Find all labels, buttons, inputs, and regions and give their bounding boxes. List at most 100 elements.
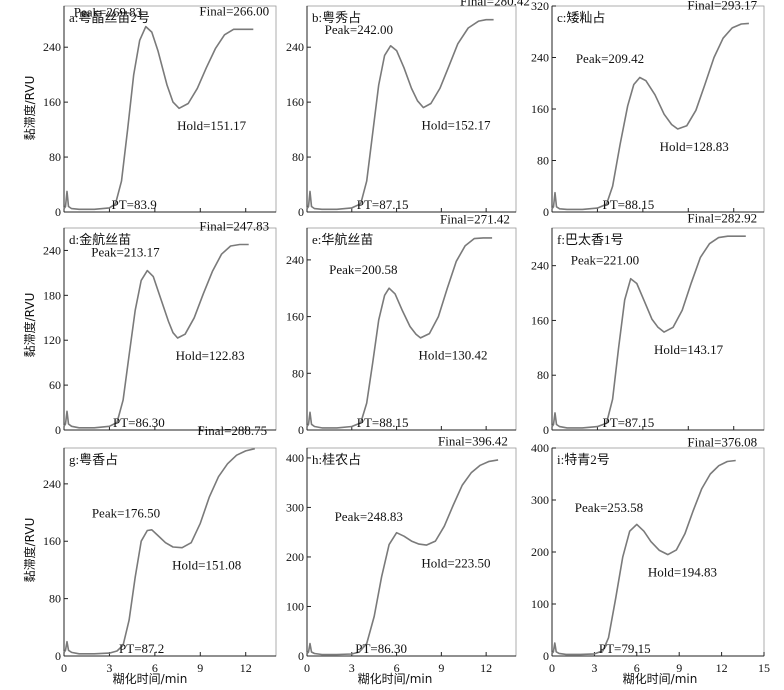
y-tick-label: 320 [531, 0, 549, 13]
y-tick-label: 80 [537, 154, 549, 168]
y-axis-label-row-1: 黏滞度/RVU [22, 76, 37, 141]
y-tick-label: 100 [531, 597, 549, 611]
panel-frame [551, 5, 765, 213]
y-tick-label: 0 [55, 649, 61, 663]
panel-title: h:桂农占 [312, 452, 361, 467]
pt-label: PT=88.15 [357, 415, 409, 430]
hold-label: Hold=151.17 [177, 118, 247, 133]
peak-label: Peak=253.58 [575, 500, 643, 515]
hold-label: Hold=152.17 [421, 118, 491, 133]
y-tick-label: 240 [531, 51, 549, 65]
y-tick-label: 80 [292, 366, 304, 380]
panel-e: 0 80 160 240 e:华航丝苗 Peak=200.58 Hold=130.42 Fin… [286, 212, 517, 437]
x-tick-label: 3 [591, 661, 597, 675]
y-tick-label: 160 [286, 95, 304, 109]
y-tick-label: 0 [298, 205, 304, 219]
panel-title: d:金航丝苗 [69, 232, 131, 247]
final-label: Final=280.42 [460, 0, 530, 8]
pt-label: PT=86.30 [355, 641, 407, 656]
panel-frame [306, 447, 517, 657]
y-tick-label: 240 [286, 40, 304, 54]
y-tick-label: 200 [531, 545, 549, 559]
y-tick-label: 160 [286, 310, 304, 324]
x-tick-label: 12 [480, 661, 492, 675]
y-tick-label: 0 [298, 649, 304, 663]
panel-frame [551, 447, 765, 657]
panel-title: b:粤秀占 [312, 10, 361, 25]
y-tick-label: 240 [286, 253, 304, 267]
final-label: Final=282.92 [687, 210, 757, 225]
pt-label: PT=83.9 [111, 197, 156, 212]
y-tick-label: 160 [531, 102, 549, 116]
y-tick-label: 80 [49, 150, 61, 164]
y-tick-label: 240 [43, 243, 61, 257]
x-tick-label: 12 [716, 661, 728, 675]
y-tick-label: 80 [292, 150, 304, 164]
panel-title: c:矮籼占 [557, 10, 605, 25]
y-tick-label: 160 [43, 534, 61, 548]
final-label: Final=376.08 [687, 434, 757, 449]
hold-label: Hold=130.42 [418, 348, 487, 363]
x-tick-label: 12 [240, 661, 252, 675]
y-tick-label: 300 [531, 493, 549, 507]
y-tick-label: 0 [543, 205, 549, 219]
panel-title: f:巴太香1号 [557, 232, 623, 247]
panel-g: 0 80 160 240 0 3 6 9 12 g:粤香占 Peak=176.50 Hold=151.… [43, 423, 277, 675]
y-tick-label: 0 [543, 649, 549, 663]
panel-title: g:粤香占 [69, 452, 118, 467]
x-tick-label: 0 [304, 661, 310, 675]
peak-label: Peak=248.83 [335, 509, 403, 524]
viscosity-curve [63, 25, 254, 211]
viscosity-curve [551, 22, 749, 211]
panel-frame [63, 447, 277, 657]
x-tick-label: 15 [758, 661, 770, 675]
peak-label: Peak=213.17 [91, 245, 160, 260]
hold-label: Hold=223.50 [421, 555, 490, 570]
y-axis-label-row-3: 黏滞度/RVU [22, 518, 37, 583]
hold-label: Hold=194.83 [648, 565, 717, 580]
x-axis-label-col-2: 糊化时间/min [358, 671, 433, 686]
x-tick-label: 0 [549, 661, 555, 675]
panel-title: e:华航丝苗 [312, 232, 373, 247]
y-tick-label: 60 [49, 378, 61, 392]
x-tick-label: 9 [676, 661, 682, 675]
x-tick-label: 6 [634, 661, 640, 675]
y-tick-label: 200 [286, 550, 304, 564]
viscosity-curve [551, 459, 736, 656]
pt-label: PT=87.15 [357, 197, 409, 212]
panel-c: 0 80 160 240 320 c:矮籼占 Peak=209.42 Hold=128.83 F… [531, 0, 765, 219]
y-axis-label-row-2: 黏滞度/RVU [22, 293, 37, 358]
x-tick-label: 3 [106, 661, 112, 675]
peak-label: Peak=176.50 [92, 505, 160, 520]
y-tick-label: 180 [43, 288, 61, 302]
panel-title: i:特青2号 [557, 452, 610, 467]
final-label: Final=271.42 [440, 212, 510, 227]
pt-label: PT=87.2 [119, 641, 164, 656]
final-label: Final=293.17 [687, 0, 757, 12]
panel-i: 0 100 200 300 400 0 3 6 9 12 15 i:特青2号 Peak=253.58 Ho… [531, 434, 770, 675]
hold-label: Hold=128.83 [660, 139, 729, 154]
peak-label: Peak=221.00 [571, 253, 639, 268]
panel-frame [306, 5, 517, 213]
x-tick-label: 6 [394, 661, 400, 675]
pt-label: PT=86.30 [113, 415, 165, 430]
y-tick-label: 0 [55, 205, 61, 219]
y-tick-label: 0 [543, 423, 549, 437]
y-tick-label: 160 [43, 95, 61, 109]
y-tick-label: 400 [531, 441, 549, 455]
y-tick-label: 400 [286, 451, 304, 465]
y-tick-label: 120 [43, 333, 61, 347]
hold-label: Hold=151.08 [172, 558, 241, 573]
y-tick-label: 240 [43, 40, 61, 54]
y-tick-label: 160 [531, 313, 549, 327]
y-tick-label: 240 [531, 259, 549, 273]
final-label: Final=288.75 [197, 423, 267, 438]
peak-label: Peak=269.83 [74, 5, 142, 20]
hold-label: Hold=143.17 [654, 342, 724, 357]
y-tick-label: 300 [286, 500, 304, 514]
viscosity-curve [63, 243, 249, 429]
